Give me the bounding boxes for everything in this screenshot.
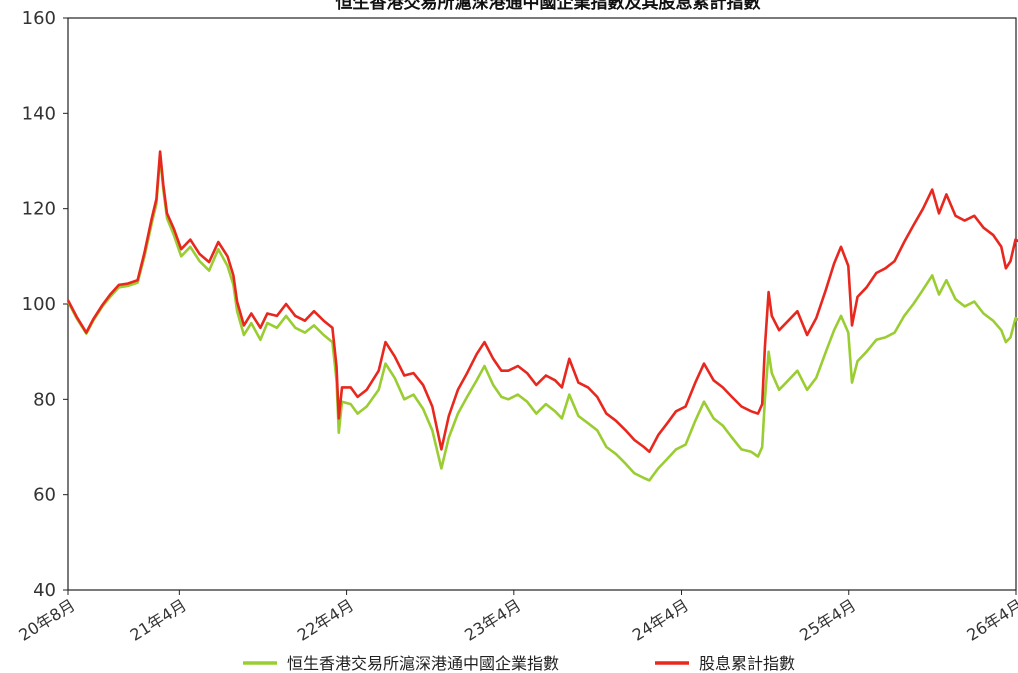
- x-axis: 20年8月 21年4月 22年4月 23年4月 24年4月 25年4月 26年4月: [15, 590, 1018, 645]
- x-tick-label: 24年4月: [629, 595, 692, 644]
- y-axis: 40 60 80 100 120 140 160: [22, 8, 68, 601]
- y-tick-label: 120: [22, 199, 56, 220]
- x-tick-label: 23年4月: [461, 595, 524, 644]
- y-tick-label: 160: [22, 8, 56, 29]
- series-lines: [66, 150, 1018, 482]
- y-tick-label: 40: [33, 580, 56, 601]
- legend-label-1: 恒生香港交易所滬深港通中國企業指數: [287, 654, 559, 673]
- chart-title: 恒生香港交易所滬深港通中國企業指數及其股息累計指數: [336, 0, 761, 13]
- plot-frame: [67, 17, 1017, 591]
- y-tick-label: 100: [22, 294, 56, 315]
- y-tick-label: 60: [33, 485, 56, 506]
- y-tick-label: 80: [33, 389, 56, 410]
- series-line-1: [66, 154, 1018, 482]
- legend: 恒生香港交易所滬深港通中國企業指數 股息累計指數: [243, 654, 795, 673]
- x-tick-label: 22年4月: [294, 595, 357, 644]
- x-tick-label: 20年8月: [15, 595, 78, 644]
- x-tick-label: 26年4月: [963, 595, 1018, 644]
- series-line-2: [66, 150, 1018, 454]
- legend-label-2: 股息累計指數: [699, 654, 795, 673]
- x-tick-label: 25年4月: [796, 595, 859, 644]
- y-tick-label: 140: [22, 103, 56, 124]
- x-tick-label: 21年4月: [127, 595, 190, 644]
